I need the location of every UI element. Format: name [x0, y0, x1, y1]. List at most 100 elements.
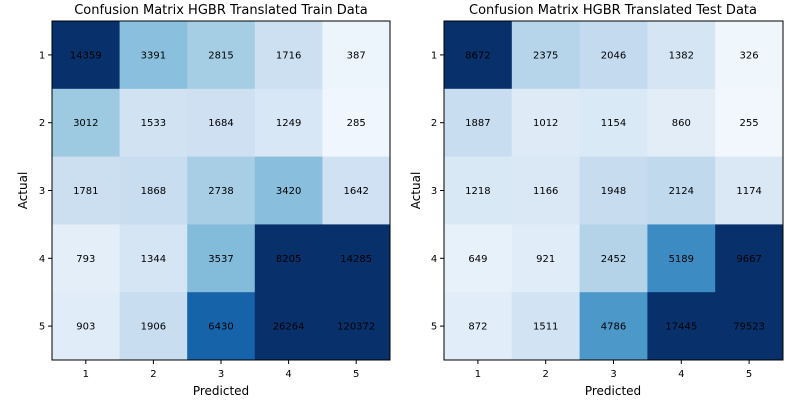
heatmap-cell [579, 88, 648, 158]
heatmap-cell [187, 21, 256, 90]
heatmap-cell [715, 292, 784, 361]
y-axis-ticks: 1 2 3 4 5 [431, 50, 444, 333]
x-tick-label: 3 [610, 369, 616, 380]
heatmap-cell [715, 224, 784, 293]
heatmap-cell [647, 292, 716, 361]
y-axis-label: Actual [409, 172, 423, 210]
heatmap-cell [187, 224, 256, 293]
heatmap-cell [254, 21, 323, 90]
heatmap-cell [444, 292, 513, 361]
heatmap-cell [579, 21, 648, 90]
heatmap-cell [322, 292, 391, 361]
cell-value-label: 1344 [141, 254, 166, 265]
heatmap-cell [647, 156, 716, 225]
y-tick-label: 1 [431, 50, 437, 61]
x-tick-label: 4 [678, 369, 684, 380]
heatmap-cell [322, 224, 391, 293]
cell-value-label: 17445 [665, 322, 697, 333]
heatmap-cell [119, 292, 188, 361]
cell-value-label: 1716 [276, 50, 301, 61]
x-axis-ticks: 1 2 3 4 5 [475, 360, 752, 380]
heatmap-cell [119, 156, 188, 225]
cell-value-label: 2815 [208, 50, 233, 61]
cell-value-label: 793 [76, 254, 95, 265]
cell-value-label: 9667 [736, 254, 761, 265]
heatmap-cell [444, 88, 513, 158]
heatmap-cell [187, 292, 256, 361]
cell-value-label: 1868 [141, 186, 166, 197]
cell-value-label: 255 [740, 118, 759, 129]
cell-value-label: 1642 [343, 186, 368, 197]
y-tick-label: 4 [431, 254, 437, 265]
heatmap-cell [254, 292, 323, 361]
heatmap-cell [254, 88, 323, 158]
y-tick-label: 5 [431, 322, 437, 333]
cell-value-label: 2375 [533, 50, 558, 61]
heatmap-cell [254, 156, 323, 225]
cell-value-label: 921 [536, 254, 555, 265]
heatmap-cell [715, 21, 784, 90]
heatmap-cell [119, 224, 188, 293]
x-tick-label: 2 [543, 369, 549, 380]
cell-value-label: 1382 [669, 50, 694, 61]
heatmap-cell [511, 88, 581, 158]
x-tick-label: 4 [285, 369, 291, 380]
x-axis-label: Predicted [193, 384, 249, 398]
heatmap-cell [647, 21, 716, 90]
cell-value-label: 14285 [340, 254, 372, 265]
heatmap-cell [322, 156, 391, 225]
cell-value-label: 1948 [601, 186, 626, 197]
heatmap-cell [52, 224, 121, 293]
cell-value-label: 2452 [601, 254, 626, 265]
chart-title: Confusion Matrix HGBR Translated Test Da… [469, 3, 757, 18]
chart-title: Confusion Matrix HGBR Translated Train D… [74, 3, 368, 18]
cell-value-label: 860 [672, 118, 691, 129]
cell-value-label: 872 [468, 322, 487, 333]
cell-value-label: 387 [347, 50, 366, 61]
cell-value-label: 5189 [669, 254, 694, 265]
cell-value-label: 1906 [141, 322, 166, 333]
y-tick-label: 3 [431, 186, 437, 197]
cell-value-label: 3012 [73, 118, 98, 129]
heatmap-cell [647, 224, 716, 293]
heatmap-cell [511, 156, 581, 225]
x-axis-label: Predicted [585, 384, 641, 398]
x-tick-label: 1 [83, 369, 89, 380]
cell-value-label: 1174 [736, 186, 761, 197]
cell-value-label: 1511 [533, 322, 558, 333]
cell-value-label: 649 [468, 254, 487, 265]
heatmap-cell [322, 21, 391, 90]
heatmap-cell [52, 88, 121, 158]
heatmap-cell [579, 156, 648, 225]
heatmap-cell [579, 292, 648, 361]
cell-value-label: 79523 [733, 322, 765, 333]
test-confusion-matrix: Confusion Matrix HGBR Translated Test Da… [409, 3, 784, 398]
cell-value-label: 26264 [273, 322, 305, 333]
heatmap-cell [579, 224, 648, 293]
cell-value-label: 4786 [601, 322, 626, 333]
heatmap-cell [715, 88, 784, 158]
heatmap-cell [187, 156, 256, 225]
heatmap-cell [187, 88, 256, 158]
x-tick-label: 2 [150, 369, 156, 380]
cell-value-label: 1684 [208, 118, 233, 129]
heatmap-cell [511, 224, 581, 293]
train-confusion-matrix: Confusion Matrix HGBR Translated Train D… [16, 3, 391, 398]
heatmap-cell [322, 88, 391, 158]
x-tick-label: 3 [218, 369, 224, 380]
y-axis-ticks: 1 2 3 4 5 [39, 50, 52, 333]
heatmap-cells: 8672 2375 2046 1382 326 1887 1012 1154 860 255 121… [444, 21, 784, 361]
heatmap-cell [511, 292, 581, 361]
cell-value-label: 1166 [533, 186, 558, 197]
cell-value-label: 1887 [465, 118, 490, 129]
x-tick-label: 1 [475, 369, 481, 380]
y-tick-label: 2 [39, 118, 45, 129]
cell-value-label: 1781 [73, 186, 98, 197]
heatmap-cell [119, 21, 188, 90]
y-tick-label: 4 [39, 254, 45, 265]
heatmap-cell [647, 88, 716, 158]
heatmap-cell [511, 21, 581, 90]
y-tick-label: 2 [431, 118, 437, 129]
heatmap-cell [52, 21, 121, 90]
cell-value-label: 6430 [208, 322, 233, 333]
